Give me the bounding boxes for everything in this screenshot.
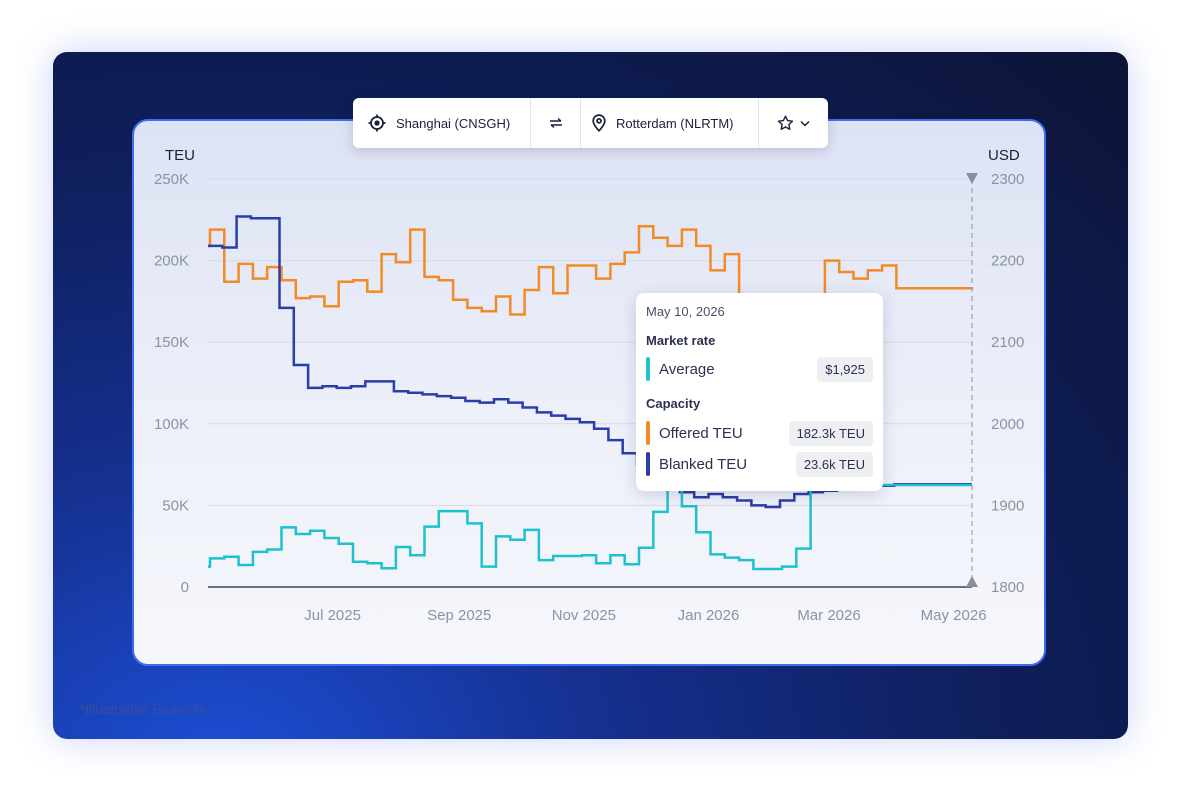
- y-left-tick-label: 0: [181, 579, 189, 596]
- map-pin-icon: [592, 114, 606, 132]
- chart-tooltip: May 10, 2026 Market rate Average $1,925 …: [636, 293, 883, 491]
- series-name: Average: [659, 360, 715, 378]
- chart-card: [132, 119, 1046, 666]
- route-selector: Shanghai (CNSGH) Rotterdam (NLRTM): [353, 98, 828, 148]
- series-name: Offered TEU: [659, 424, 743, 442]
- swap-icon: [549, 117, 562, 129]
- y-left-tick-label: 50K: [162, 497, 189, 514]
- tooltip-row-offered: Offered TEU 182.3k TEU: [646, 420, 873, 446]
- y-right-tick-label: 1900: [991, 497, 1024, 514]
- y-left-tick-label: 200K: [154, 253, 189, 270]
- series-line-average: [208, 483, 972, 571]
- capacity-rate-chart: 0 1800 50K 1900 100K 2000 150K 2100 200K 2200 250K…: [154, 147, 1024, 624]
- origin-port-label: Shanghai (CNSGH): [396, 115, 511, 131]
- series-color-swatch: [646, 421, 650, 445]
- y-left-tick-label: 100K: [154, 416, 189, 433]
- swap-route-button[interactable]: [531, 98, 581, 148]
- series-value: 182.3k TEU: [788, 420, 873, 446]
- x-tick-label: Jul 2025: [304, 607, 361, 624]
- series-value: 23.6k TEU: [795, 451, 873, 477]
- series-color-swatch: [646, 357, 650, 381]
- origin-port-select[interactable]: Shanghai (CNSGH): [353, 98, 531, 148]
- series-value: $1,925: [817, 356, 873, 382]
- y-right-tick-label: 2200: [991, 253, 1024, 270]
- y-right-tick-label: 2300: [991, 171, 1024, 188]
- y-right-axis-title: USD: [988, 147, 1020, 164]
- y-left-tick-label: 250K: [154, 171, 189, 188]
- y-left-axis-title: TEU: [165, 147, 195, 164]
- favorites-dropdown[interactable]: [759, 98, 828, 148]
- tooltip-row-blanked: Blanked TEU 23.6k TEU: [646, 451, 873, 477]
- cursor-top-marker: [966, 173, 978, 184]
- tooltip-date: May 10, 2026: [646, 304, 725, 319]
- x-tick-label: Mar 2026: [797, 607, 860, 624]
- illustrative-footnote: *Illustrative Example: [80, 701, 207, 717]
- y-right-tick-label: 2100: [991, 334, 1024, 351]
- x-tick-label: May 2026: [921, 607, 987, 624]
- y-right-tick-label: 2000: [991, 416, 1024, 433]
- series-name: Blanked TEU: [659, 455, 748, 473]
- y-right-tick-label: 1800: [991, 579, 1024, 596]
- cursor-bottom-marker: [966, 576, 978, 587]
- star-icon: [777, 115, 794, 130]
- series-color-swatch: [646, 452, 650, 476]
- destination-port-label: Rotterdam (NLRTM): [616, 115, 734, 131]
- destination-port-select[interactable]: Rotterdam (NLRTM): [581, 98, 759, 148]
- x-tick-label: Nov 2025: [552, 607, 616, 624]
- chevron-down-icon: [800, 120, 810, 127]
- x-tick-label: Jan 2026: [678, 607, 740, 624]
- series-line-blanked-teu: [208, 215, 972, 509]
- x-tick-label: Sep 2025: [427, 607, 491, 624]
- tooltip-section-title: Market rate: [646, 333, 716, 348]
- tooltip-section-title: Capacity: [646, 396, 701, 411]
- crosshair-icon: [368, 114, 386, 132]
- y-left-tick-label: 150K: [154, 334, 189, 351]
- tooltip-row-average: Average $1,925: [646, 356, 873, 382]
